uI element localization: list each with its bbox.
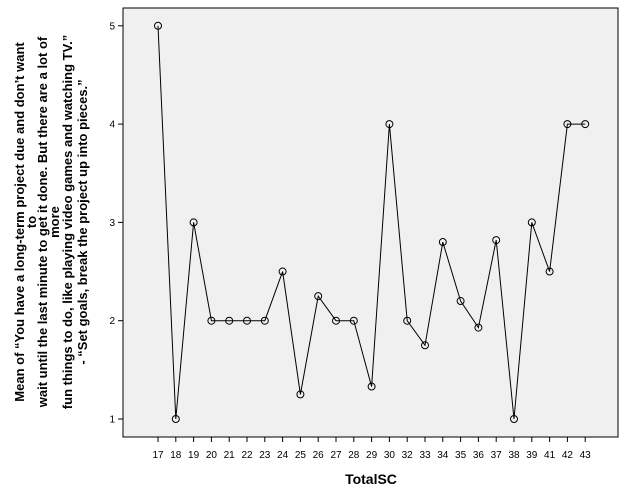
data-points-group (154, 21, 590, 423)
x-tick-label: 34 (437, 450, 449, 461)
data-point (403, 316, 412, 325)
x-tick-label: 29 (366, 450, 378, 461)
data-point (421, 341, 429, 350)
data-point (154, 21, 162, 30)
data-point (385, 120, 394, 129)
x-tick-label: 17 (152, 450, 164, 461)
data-point (225, 316, 234, 325)
y-tick-label: 1 (109, 415, 115, 426)
y-tick-label: 2 (109, 316, 115, 327)
x-tick-label: 24 (277, 450, 289, 461)
x-tick-label: 27 (330, 450, 342, 461)
data-point (207, 316, 216, 325)
data-point (581, 120, 590, 129)
x-tick-label: 43 (580, 450, 592, 461)
x-tick-label: 37 (491, 450, 503, 461)
x-tick-label: 36 (473, 450, 485, 461)
x-tick-label: 21 (224, 450, 236, 461)
y-tick-label: 5 (109, 21, 115, 32)
y-axis-title-line: more (47, 206, 62, 238)
x-tick-label: 41 (544, 450, 556, 461)
y-tick-label: 3 (109, 218, 115, 229)
data-point (260, 316, 269, 325)
data-point (296, 390, 305, 399)
data-point (527, 218, 536, 227)
x-tick-label: 30 (384, 450, 396, 461)
y-axis-title-line: - “Set goals, break the project up into … (75, 79, 90, 364)
x-tick-label: 38 (508, 450, 520, 461)
x-tick-label: 28 (348, 450, 360, 461)
y-axis-ticks: 1 2 3 4 5 (109, 21, 123, 426)
data-point (474, 323, 483, 332)
series-line-group (157, 25, 586, 420)
x-tick-label: 33 (419, 450, 431, 461)
data-point (349, 316, 358, 325)
x-tick-label: 20 (206, 450, 218, 461)
data-point (510, 415, 518, 423)
data-point (332, 316, 340, 325)
data-point (367, 382, 376, 391)
x-tick-label: 26 (313, 450, 325, 461)
y-axis-title: Mean of “You have a long-term project du… (12, 35, 90, 409)
x-tick-label: 19 (188, 450, 200, 461)
data-point (492, 236, 501, 245)
x-axis-title: TotalSC (345, 471, 397, 487)
data-point (438, 238, 447, 247)
data-point (189, 218, 198, 227)
x-tick-label: 32 (402, 450, 414, 461)
series-line (157, 25, 586, 420)
data-point (314, 292, 323, 301)
x-tick-label: 35 (455, 450, 467, 461)
x-tick-label: 18 (170, 450, 182, 461)
x-tick-label: 25 (295, 450, 307, 461)
y-axis-title-line: fun things to do, like playing video gam… (60, 35, 75, 409)
data-point (545, 267, 554, 276)
x-tick-label: 39 (526, 450, 538, 461)
x-tick-label: 22 (241, 450, 253, 461)
data-point (563, 120, 572, 129)
data-point (278, 267, 287, 276)
y-axis-title-line: to (24, 216, 39, 228)
y-axis-title-line: Mean of “You have a long-term project du… (12, 42, 27, 402)
y-tick-label: 4 (109, 120, 115, 131)
data-point (171, 415, 180, 423)
x-tick-label: 42 (562, 450, 574, 461)
x-tick-label: 23 (259, 450, 271, 461)
data-point (456, 297, 465, 306)
x-axis-ticks: 17 18 19 20 21 22 23 24 25 26 27 28 29 30 32 33 34 35 36 37… (152, 437, 591, 461)
data-point (243, 316, 251, 325)
y-axis-title-line: wait until the last minute to get it don… (35, 36, 50, 408)
